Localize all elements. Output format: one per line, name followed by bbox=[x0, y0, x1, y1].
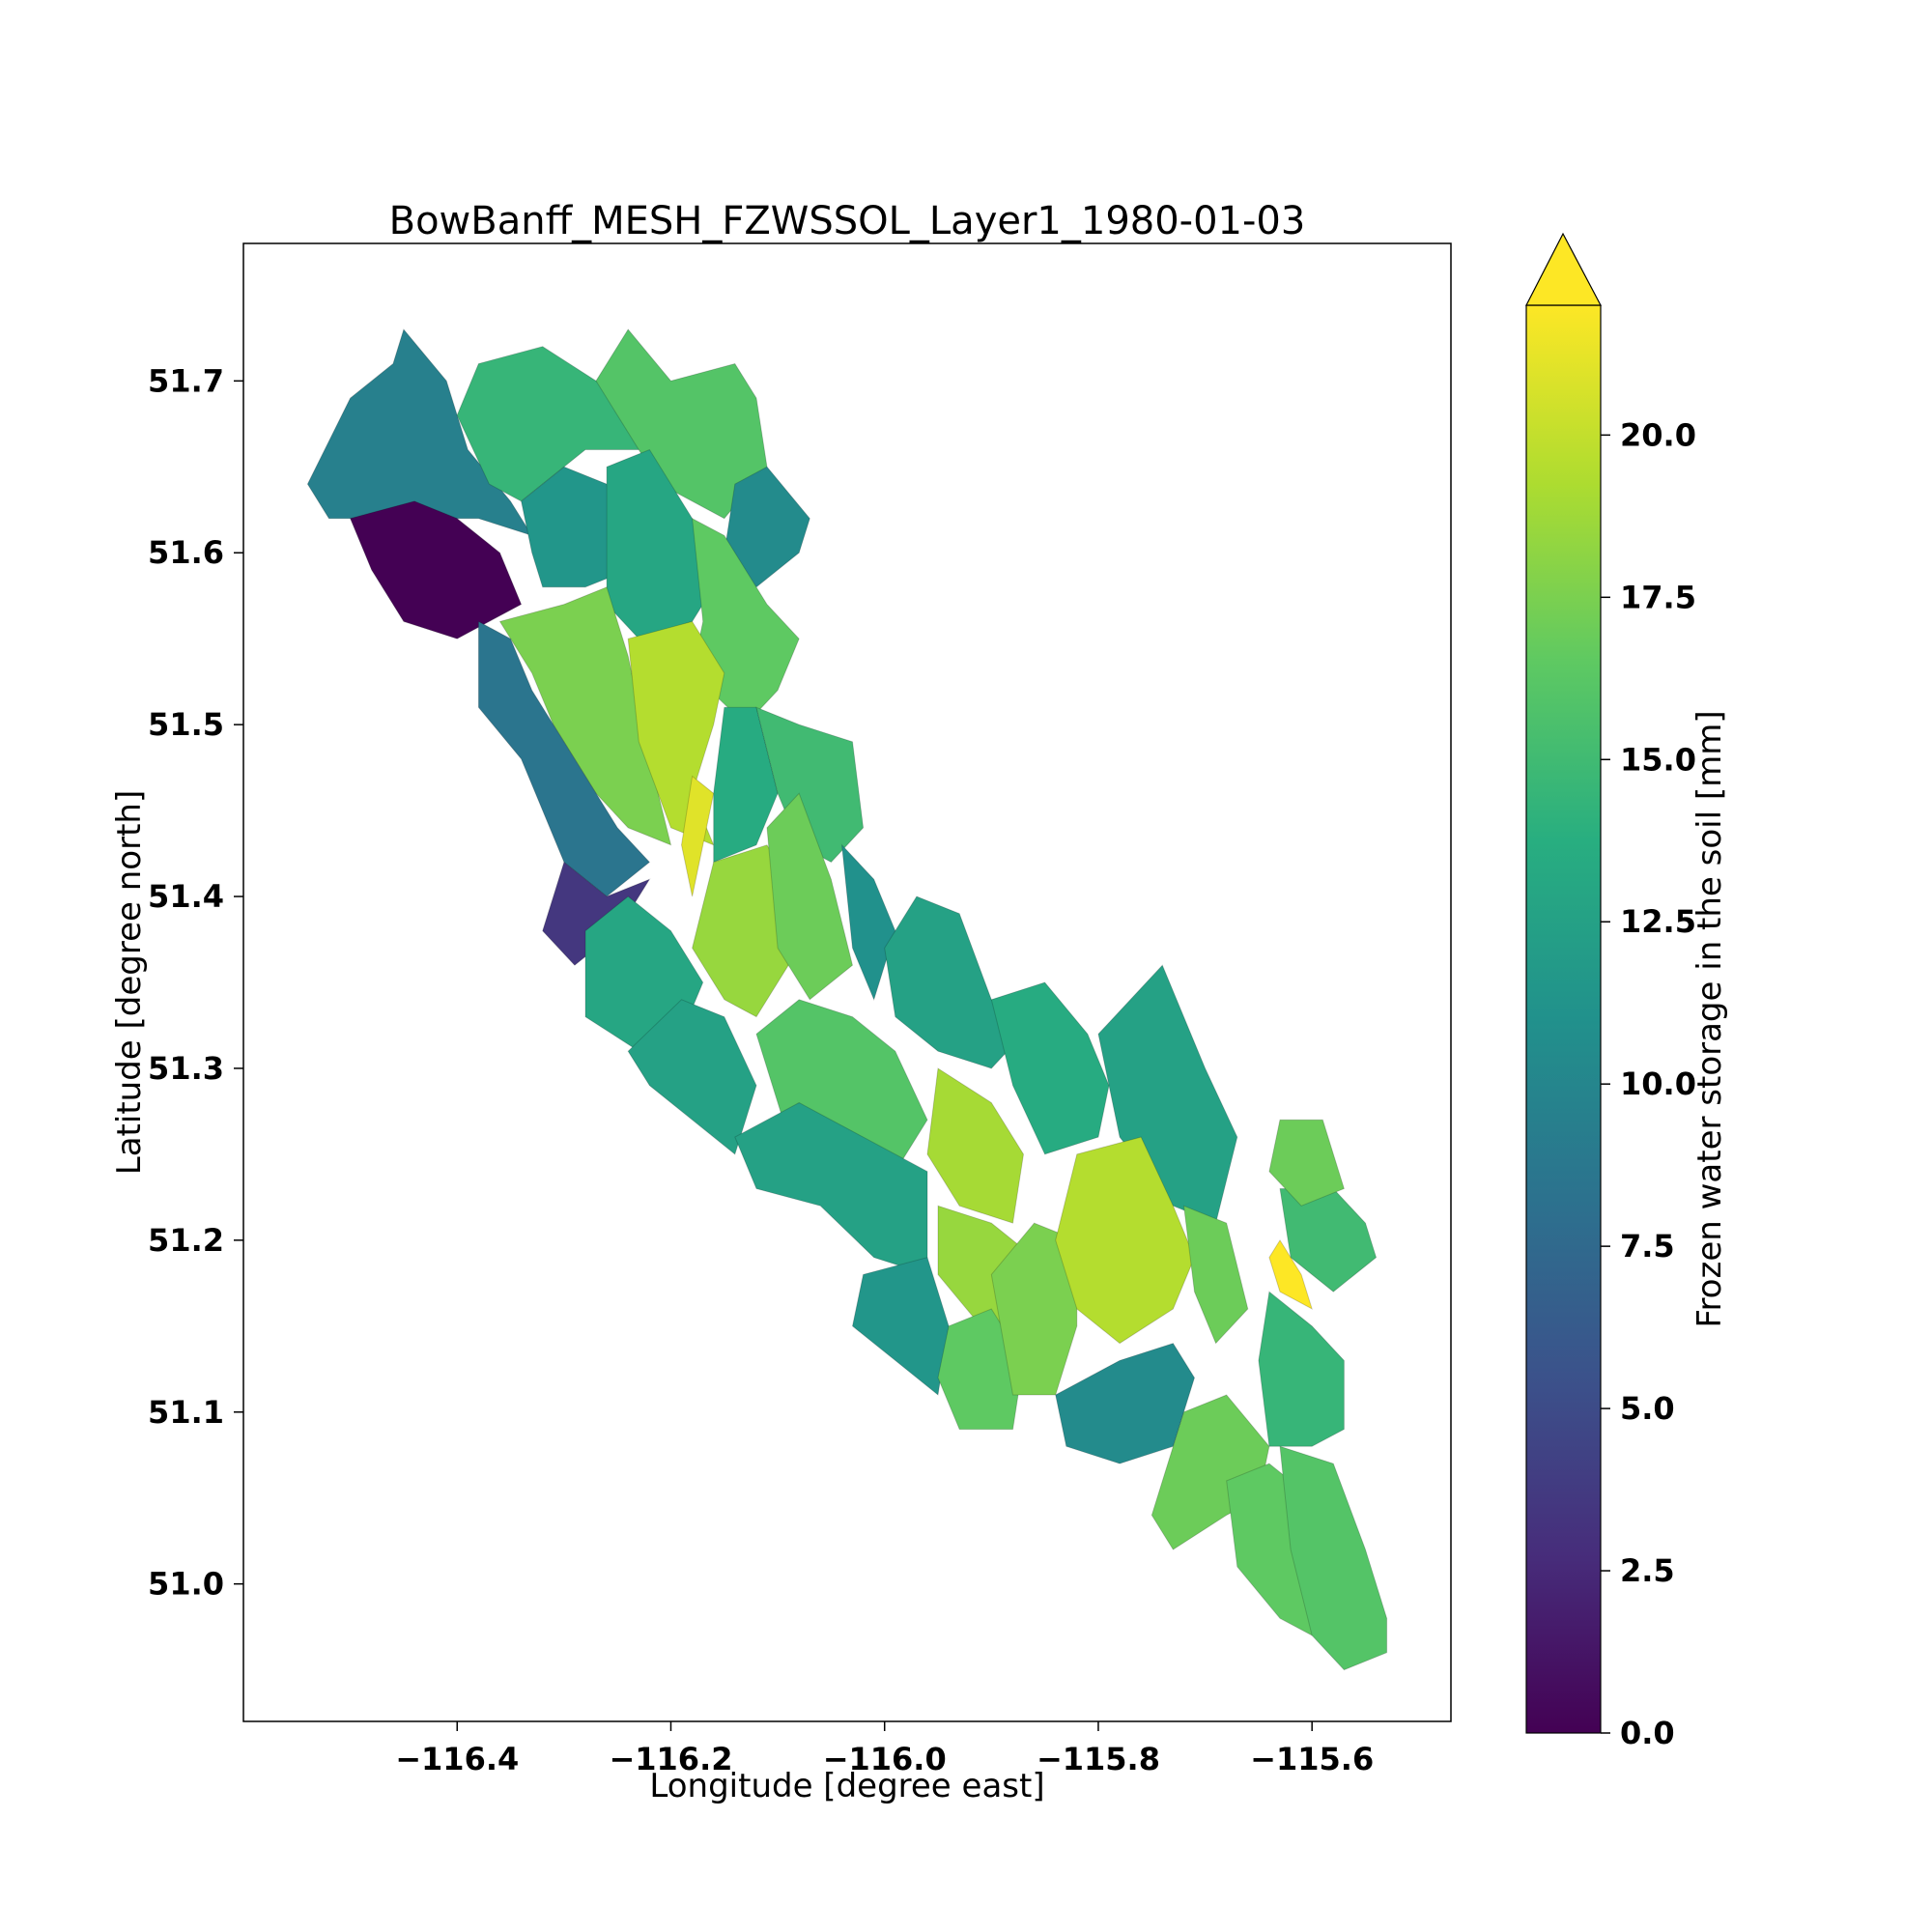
y-tick-label: 51.4 bbox=[148, 878, 224, 915]
colorbar-tick-label: 15.0 bbox=[1620, 741, 1696, 778]
subbasin-36 bbox=[1259, 1292, 1345, 1446]
y-axis-ticks: 51.0 51.1 51.2 51.3 51.4 51.5 51.6 51.7 bbox=[148, 362, 243, 1602]
x-axis-label: Longitude [degree east] bbox=[649, 1767, 1044, 1805]
colorbar-tick-label: 2.5 bbox=[1620, 1552, 1675, 1589]
x-tick-label: −116.4 bbox=[395, 1741, 519, 1777]
colorbar-label: Frozen water storage in the soil [mm] bbox=[1690, 710, 1729, 1327]
y-tick-label: 51.2 bbox=[148, 1222, 224, 1259]
chart-title: BowBanff_MESH_FZWSSOL_Layer1_1980-01-03 bbox=[389, 199, 1306, 243]
y-tick-label: 51.6 bbox=[148, 534, 224, 571]
subbasin-27 bbox=[927, 1068, 1024, 1223]
colorbar-tick-label: 7.5 bbox=[1620, 1228, 1675, 1264]
colorbar-ticks: 0.0 2.5 5.0 7.5 10.0 12.5 15.0 17.5 20.0 bbox=[1601, 416, 1696, 1751]
subbasin-map bbox=[307, 329, 1386, 1670]
subbasin-33 bbox=[1184, 1206, 1248, 1343]
colorbar-tick-label: 0.0 bbox=[1620, 1715, 1675, 1751]
colorbar-extend-arrow bbox=[1526, 234, 1601, 305]
y-tick-label: 51.7 bbox=[148, 362, 224, 399]
colorbar-gradient bbox=[1526, 305, 1601, 1733]
colorbar-tick-label: 5.0 bbox=[1620, 1390, 1675, 1427]
colorbar: 0.0 2.5 5.0 7.5 10.0 12.5 15.0 17.5 20.0 Frozen … bbox=[1526, 234, 1729, 1751]
subbasin-26 bbox=[853, 1258, 950, 1395]
colorbar-tick-label: 20.0 bbox=[1620, 416, 1696, 453]
subbasin-23 bbox=[991, 982, 1109, 1154]
colorbar-tick-label: 12.5 bbox=[1620, 903, 1696, 940]
colorbar-tick-label: 17.5 bbox=[1620, 579, 1696, 615]
y-axis-label: Latitude [degree north] bbox=[110, 790, 149, 1175]
x-tick-label: −115.8 bbox=[1037, 1741, 1160, 1777]
x-tick-label: −115.6 bbox=[1250, 1741, 1374, 1777]
y-tick-label: 51.3 bbox=[148, 1050, 224, 1087]
subbasin-18 bbox=[842, 845, 895, 1000]
colorbar-tick-label: 10.0 bbox=[1620, 1065, 1696, 1102]
y-tick-label: 51.0 bbox=[148, 1566, 224, 1603]
subbasin-40 bbox=[1280, 1446, 1387, 1669]
y-tick-label: 51.1 bbox=[148, 1394, 224, 1431]
y-tick-label: 51.5 bbox=[148, 706, 224, 743]
